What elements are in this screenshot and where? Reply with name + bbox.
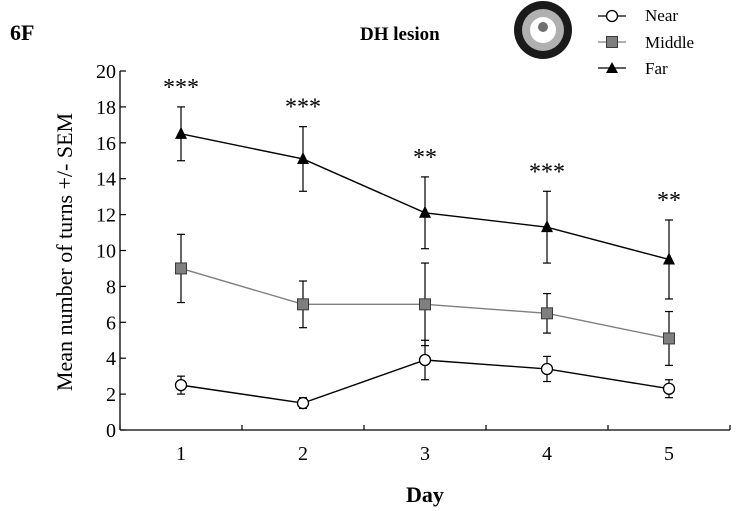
y-tick-label: 12: [96, 205, 116, 227]
significance-annotations: *************: [163, 75, 681, 214]
x-tick-label: 2: [298, 443, 308, 465]
data-point: [297, 151, 309, 164]
legend: Near Middle Far: [598, 6, 694, 78]
significance-label: **: [413, 145, 437, 171]
y-axis: 0 2 4 6 8 10 12 14 16 18 20: [96, 61, 126, 442]
legend-item-far: Far: [598, 59, 668, 78]
series-far: [175, 106, 675, 300]
panel-label: 6F: [10, 20, 34, 45]
data-point: [662, 382, 676, 395]
significance-label: ***: [163, 75, 199, 101]
grey-square-marker-icon: [606, 36, 618, 48]
data-point: [418, 353, 432, 367]
y-tick-label: 14: [96, 169, 116, 191]
open-circle-marker-icon: [605, 9, 619, 23]
data-point: [175, 126, 187, 139]
significance-label: ***: [285, 95, 321, 121]
data-point: [175, 262, 187, 275]
legend-label-middle: Middle: [645, 33, 694, 52]
data-point: [663, 332, 675, 345]
series-near: [174, 339, 676, 410]
data-point: [419, 205, 431, 218]
y-tick-label: 6: [106, 312, 116, 334]
y-tick-label: 2: [106, 384, 116, 406]
y-tick-label: 4: [106, 348, 116, 370]
y-axis-label: Mean number of turns +/- SEM: [52, 113, 77, 391]
legend-item-near: Near: [598, 6, 678, 25]
y-tick-label: 18: [96, 97, 116, 119]
significance-label: **: [657, 188, 681, 214]
significance-label: ***: [529, 159, 565, 185]
data-point: [541, 307, 553, 320]
y-tick-label: 0: [106, 420, 116, 442]
legend-label-far: Far: [645, 59, 668, 78]
y-tick-label: 8: [106, 276, 116, 298]
data-point: [541, 220, 553, 233]
x-tick-label: 3: [420, 443, 430, 465]
data-point: [419, 298, 431, 311]
series-middle: [175, 233, 675, 366]
x-tick-label: 5: [664, 443, 674, 465]
x-tick-label: 4: [542, 443, 552, 465]
legend-item-middle: Middle: [598, 33, 694, 52]
x-axis-label: Day: [406, 482, 444, 507]
legend-label-near: Near: [645, 6, 678, 25]
y-tick-label: 20: [96, 61, 116, 83]
data-point: [297, 298, 309, 311]
data-point: [540, 362, 554, 376]
y-tick-label: 10: [96, 241, 116, 263]
data-point: [296, 396, 310, 410]
x-axis: 1 2 3 4 5: [119, 425, 731, 465]
data-point: [174, 378, 188, 392]
inset-title: DH lesion: [360, 24, 440, 45]
x-tick-label: 1: [176, 443, 186, 465]
filled-triangle-marker-icon: [606, 62, 618, 73]
data-point: [663, 252, 675, 265]
lesion-target-icon: [514, 1, 572, 59]
plot-area: [174, 106, 676, 410]
y-tick-label: 16: [96, 133, 116, 155]
